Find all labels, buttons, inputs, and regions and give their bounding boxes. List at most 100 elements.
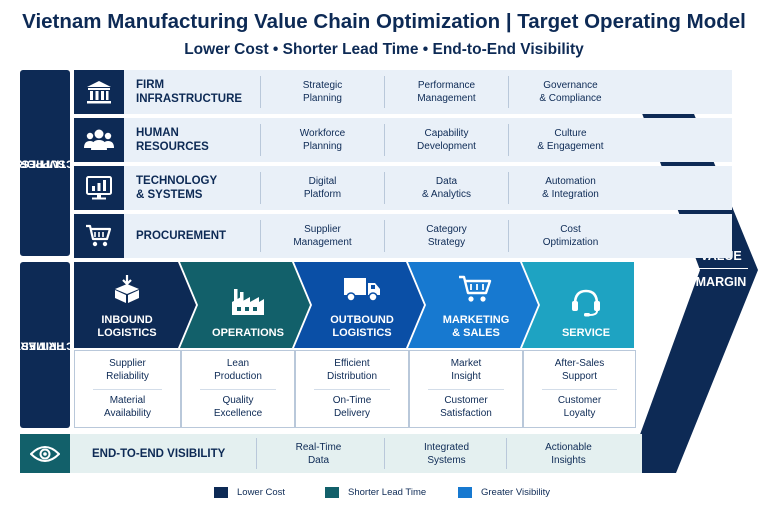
stage-label-line1: OUTBOUND [330,314,394,326]
detail-line: Production [214,371,262,382]
detail-line: Quality [222,395,254,406]
stage-outbound-logistics: OUTBOUND LOGISTICS [310,262,414,348]
visibility-title: END-TO-END VISIBILITY [92,447,226,460]
stage-label-line2: LOGISTICS [332,327,392,339]
support-cell: Culture & Engagement [508,124,632,156]
stage-chevron-marketing [408,262,538,348]
detail-line: Loyalty [563,408,596,419]
support-label-line2: ACTIVITIES [21,157,82,170]
support-cell: Digital Platform [260,172,384,204]
cell-line1: Category [426,224,467,235]
support-cell: Performance Management [384,76,508,108]
stage-detail-outbound: Efficient Distribution On-Time Delivery [295,350,409,428]
cart-icon [458,274,494,308]
cart-icon [74,214,124,258]
cell-line1: Capability [424,128,469,139]
detail-line: Availability [103,408,152,419]
detail-line: Support [561,371,598,382]
support-cell: Cost Optimization [508,220,632,252]
stage-operations: OPERATIONS [196,262,300,348]
visibility-band [20,434,642,473]
cell-line2: Management [293,237,352,248]
support-row-title: PROCUREMENT [136,214,226,258]
cell-line1: Automation [545,176,596,187]
detail-line: Satisfaction [440,408,492,419]
stage-detail-inbound: Supplier Reliability Material Availability [74,350,181,428]
cell-line2: Platform [303,189,342,200]
cell-line1: Integrated [423,441,470,453]
stage-chevron-inbound [74,262,196,348]
detail-line: Market [450,358,482,369]
support-row-title: HUMAN RESOURCES [136,118,209,162]
legend-swatch [458,486,472,498]
detail-line: Distribution [326,371,378,382]
title-line2: INFRASTRUCTURE [136,93,243,105]
factory-icon [230,287,266,321]
support-row-technology-systems: TECHNOLOGY & SYSTEMS Digital Platform Data… [74,166,732,210]
support-row-human-resources: HUMAN RESOURCES Workforce Planning Capabil… [74,118,732,162]
legend-swatch [325,486,339,498]
legend-item-lower-cost: Lower Cost [214,484,285,500]
title-line2: RESOURCES [136,141,209,153]
cell-line2: Planning [303,141,342,152]
support-cell: Workforce Planning [260,124,384,156]
cell-line1: Actionable [545,441,592,453]
cell-line1: Governance [543,80,598,91]
detail-line: Customer [557,395,602,406]
stage-label-line1: OPERATIONS [212,327,284,339]
primary-label-line2: ACTIVITIES [21,339,82,352]
support-row-title: TECHNOLOGY & SYSTEMS [136,166,217,210]
bank-icon [74,70,124,114]
detail-line: Customer [444,395,488,406]
visibility-cell: Real-Time Data [256,438,380,469]
support-cell: Category Strategy [384,220,508,252]
cell-line1: Real-Time [295,441,342,453]
cell-line2: & Compliance [539,93,602,104]
support-row-firm-infrastructure: FIRM INFRASTRUCTURE Strategic Planning Per… [74,70,732,114]
visibility-cell: Actionable Insights [506,438,630,469]
title-line1: HUMAN [136,127,179,139]
support-row-procurement: PROCUREMENT Supplier Management Category S… [74,214,732,258]
cell-line2: & Integration [542,189,599,200]
detail-line: Delivery [333,408,371,419]
legend-swatch [214,486,228,498]
detail-line: On-Time [332,395,372,406]
people-icon [74,118,124,162]
support-cell: Data & Analytics [384,172,508,204]
cell-line1: Digital [308,176,337,187]
title-line2: & SYSTEMS [136,189,203,201]
stage-label-line2: & SALES [452,327,500,339]
detail-line: Material [109,395,146,406]
page-title: Vietnam Manufacturing Value Chain Optimi… [22,10,746,33]
stage-detail-service: After-Sales Support Customer Loyalty [523,350,636,428]
margin-label: MARGIN [695,275,747,289]
cell-line2: & Analytics [422,189,471,200]
cell-line1: Data [435,176,458,187]
cell-line1: Cost [560,224,581,235]
support-cell: Automation & Integration [508,172,632,204]
stage-detail-operations: Lean Production Quality Excellence [181,350,295,428]
cell-line1: Performance [417,80,476,91]
detail-line: Insight [451,371,481,382]
value-margin-divider [690,268,748,269]
stage-label-line1: MARKETING [442,314,510,326]
stage-service: SERVICE [536,262,636,348]
detail-line: After-Sales [554,358,605,369]
cell-line2: Strategy [427,237,466,248]
detail-line: Lean [226,358,250,369]
cell-line2: Development [417,141,476,152]
cell-line2: & Engagement [537,141,604,152]
truck-icon [342,274,382,308]
monitor-chart-icon [74,166,124,210]
stage-label-line1: INBOUND [101,314,153,326]
headset-icon [570,287,602,321]
legend-label: Shorter Lead Time [348,486,427,498]
boxes-icon [112,274,142,308]
stage-chevron-outbound [294,262,424,348]
detail-line: Reliability [106,371,149,382]
cell-line2: Data [307,454,330,466]
legend-item-visibility: Greater Visibility [458,484,550,500]
cell-line1: Supplier [304,224,341,235]
primary-activities-label: PRIMARY ACTIVITIES [13,262,82,428]
legend-item-lead-time: Shorter Lead Time [325,484,426,500]
